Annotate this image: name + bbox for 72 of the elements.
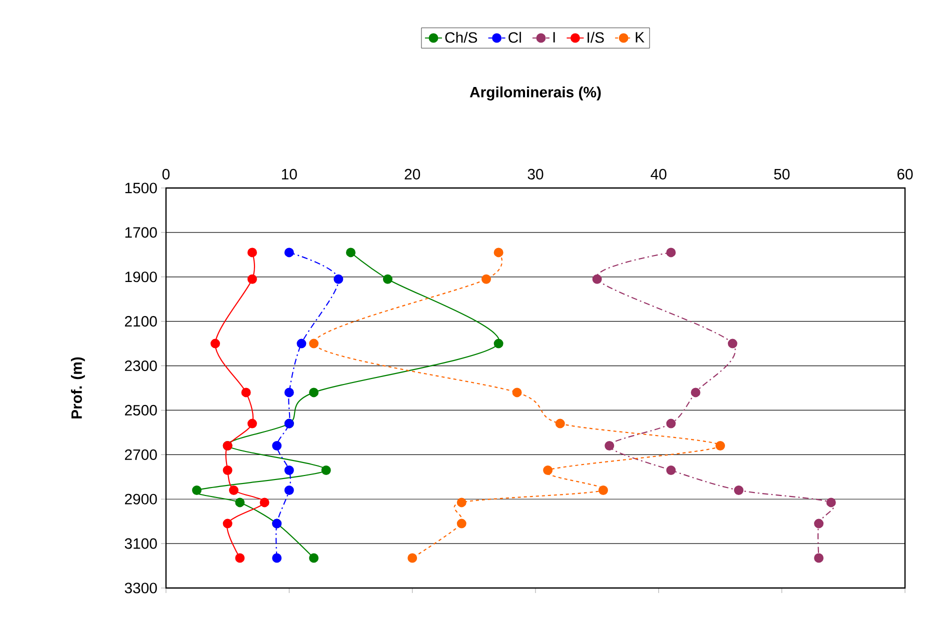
legend-label: Cl	[508, 32, 521, 43]
point	[481, 274, 491, 284]
legend-label: Ch/S	[445, 32, 478, 43]
legend-label: I/S	[588, 32, 604, 43]
point	[598, 485, 608, 495]
point	[247, 248, 257, 258]
point	[456, 498, 466, 508]
point	[284, 388, 294, 398]
y-tick-label: 1900	[125, 272, 157, 282]
point	[210, 338, 220, 348]
point	[228, 485, 238, 495]
point	[260, 498, 270, 508]
point	[734, 485, 744, 495]
x-tick-label: 50	[774, 168, 790, 180]
point	[690, 388, 700, 398]
point	[716, 441, 726, 451]
point	[543, 465, 553, 475]
point	[494, 338, 504, 348]
point	[284, 248, 294, 258]
point	[512, 388, 522, 398]
y-tick-label: 1500	[125, 182, 157, 194]
y-tick-label: 2900	[124, 494, 157, 504]
x-tick-label: 10	[282, 168, 297, 180]
point	[222, 465, 232, 475]
point	[309, 338, 319, 348]
point	[309, 388, 319, 398]
point	[272, 553, 282, 563]
point	[826, 498, 836, 508]
point	[408, 553, 418, 563]
point	[321, 465, 331, 475]
x-tick-label: 0	[162, 168, 170, 180]
point	[284, 465, 294, 475]
point	[222, 518, 232, 528]
y-tick-label: 2500	[124, 404, 157, 416]
point	[666, 465, 676, 475]
y-tick-label: 2100	[124, 316, 157, 327]
point	[346, 248, 356, 258]
point	[814, 553, 824, 563]
point	[309, 553, 319, 563]
x-tick-label: 30	[528, 168, 544, 180]
legend-label: I	[553, 32, 555, 42]
y-tick-label: 2700	[124, 449, 157, 460]
point	[296, 338, 306, 348]
y-tick-label: 3300	[124, 582, 157, 594]
x-tick-label: 20	[404, 168, 420, 180]
point	[728, 338, 738, 348]
point	[235, 553, 245, 563]
y-axis-title: Prof. (m)	[70, 357, 85, 418]
point	[555, 418, 565, 428]
point	[247, 418, 257, 428]
y-tick-label: 1700	[125, 227, 157, 238]
point	[494, 248, 504, 258]
point	[814, 518, 824, 528]
point	[241, 388, 251, 398]
legend-label: K	[636, 32, 644, 42]
x-tick-label: 60	[897, 168, 913, 180]
point	[666, 418, 676, 428]
y-tick-label: 3100	[124, 538, 157, 549]
point	[334, 274, 344, 284]
x-tick-label: 40	[650, 168, 666, 180]
point	[592, 274, 602, 284]
point	[666, 248, 676, 258]
point	[284, 485, 294, 495]
point	[235, 498, 245, 508]
x-axis-title: Argilominerais (%)	[470, 86, 601, 100]
point	[604, 441, 614, 451]
point	[247, 274, 257, 284]
point	[456, 518, 466, 528]
point	[382, 274, 392, 284]
point	[192, 485, 202, 495]
y-tick-label: 2300	[124, 360, 157, 372]
point	[272, 441, 282, 451]
